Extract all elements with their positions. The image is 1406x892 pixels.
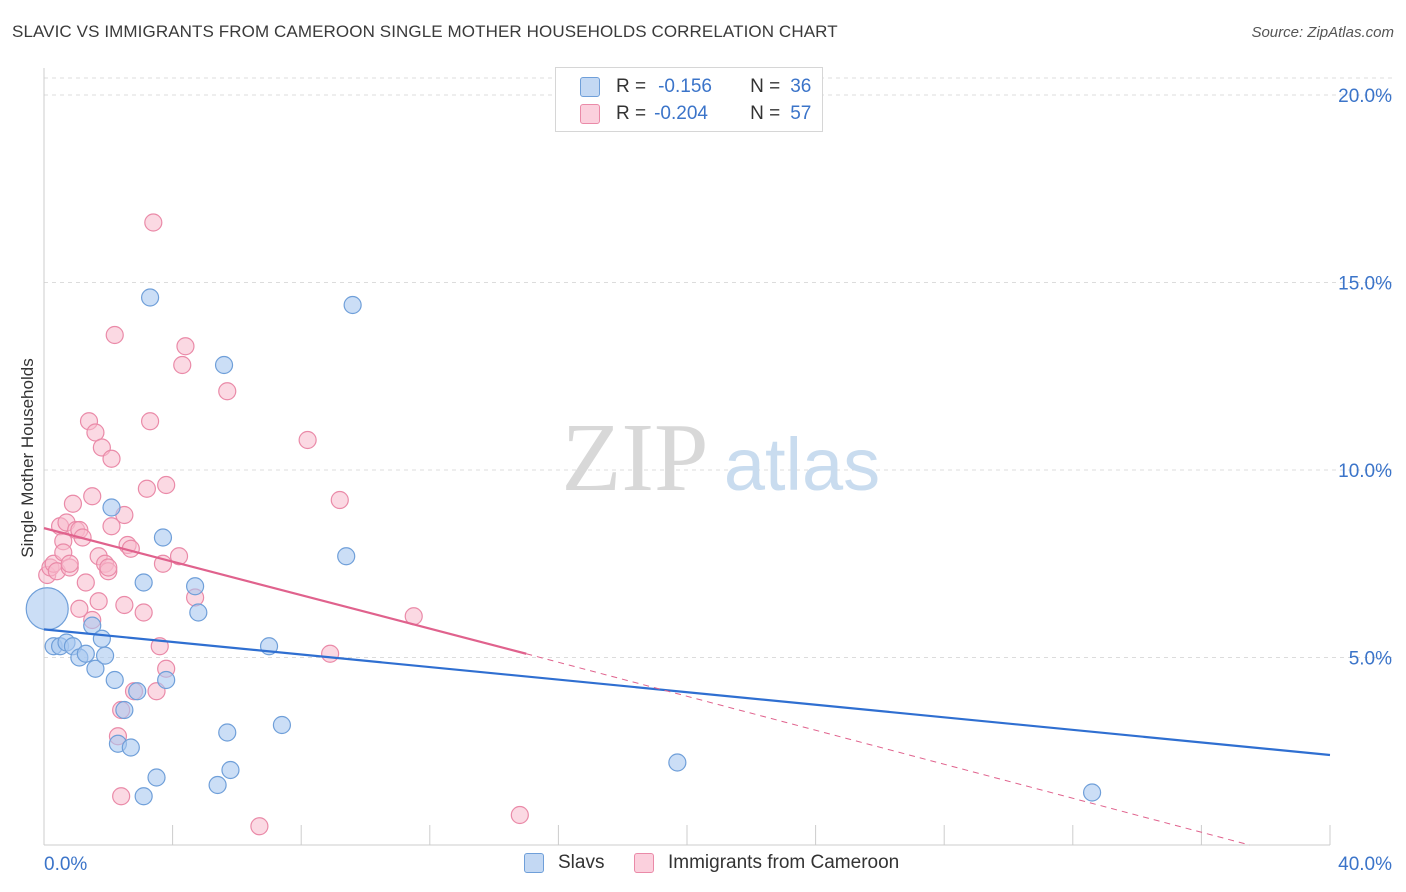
slavs-point [668, 753, 687, 772]
slavs-point [115, 700, 134, 720]
tick-labels: 5.0% 10.0% 15.0% 20.0% 0.0% 40.0% [44, 86, 1392, 875]
slavs-point [189, 603, 208, 622]
cameroon-point [76, 573, 95, 592]
slavs-legend-swatch [524, 853, 544, 873]
cameroon-point [102, 449, 121, 468]
legend-n-label: N = [750, 76, 781, 97]
cameroon-point [157, 475, 176, 495]
slavs-point [92, 629, 111, 648]
slavs-point [218, 723, 237, 742]
slavs-point [343, 295, 362, 315]
legend-item-cameroon: Immigrants from Cameroon [634, 852, 899, 874]
cameroon-point [86, 423, 105, 442]
slavs-point [214, 355, 234, 375]
cameroon-legend-swatch [634, 853, 654, 873]
slavs-point [86, 659, 105, 678]
legend-r-value: -0.204 [654, 103, 708, 124]
legend-n-label: N = [750, 103, 781, 124]
slavs-point [157, 670, 176, 690]
cameroon-point [144, 213, 163, 232]
series-legend: Slavs Immigrants from Cameroon [0, 852, 1406, 878]
cameroon-point [330, 490, 349, 510]
cameroon-trend-extension [526, 653, 1250, 846]
legend-row-cameroon: R = -0.204 N = 57 [556, 101, 811, 127]
slavs-point [153, 528, 173, 547]
cameroon-point [70, 599, 89, 618]
cameroon-point [63, 494, 83, 513]
slavs-point [76, 644, 95, 663]
cameroon-point [137, 479, 156, 498]
grid-lines [44, 77, 1392, 658]
slavs-point [25, 587, 69, 631]
legend-item-slavs: Slavs [524, 852, 604, 874]
slavs-point [121, 738, 140, 757]
slavs-point [186, 577, 205, 596]
y-tick-label: 20.0% [1338, 86, 1392, 107]
slavs-trend-line [43, 628, 1331, 757]
cameroon-point [134, 603, 153, 622]
cameroon-legend-label: Immigrants from Cameroon [668, 852, 900, 873]
cameroon-point [112, 787, 131, 806]
axes [43, 68, 1331, 846]
cameroon-point [250, 817, 269, 836]
slavs-point [134, 573, 153, 592]
chart-title: SLAVIC VS IMMIGRANTS FROM CAMEROON SINGL… [12, 22, 838, 41]
cameroon-point [173, 355, 192, 375]
y-axis-label: Single Mother Households [18, 358, 37, 558]
slavs-point [95, 646, 115, 665]
series-cameroon-points [38, 213, 529, 836]
slavs-point [134, 787, 153, 806]
cameroon-point [510, 805, 529, 825]
slavs-point [128, 682, 147, 701]
correlation-legend: R = -0.156 N = 36 R = -0.204 N = 57 [555, 67, 823, 132]
cameroon-point [140, 412, 160, 431]
cameroon-swatch [580, 104, 600, 124]
y-tick-label: 15.0% [1338, 274, 1392, 295]
watermark-zip: ZIP [562, 404, 709, 512]
cameroon-point [105, 325, 124, 345]
slavs-point [208, 775, 227, 795]
legend-r-label: R = [616, 103, 647, 124]
slavs-point [272, 715, 292, 735]
cameroon-point [102, 517, 121, 536]
slavs-swatch [580, 77, 600, 97]
x-tick-label: 0.0% [44, 854, 87, 875]
y-tick-label: 5.0% [1349, 649, 1392, 670]
cameroon-trend-line [43, 527, 527, 655]
slavs-point [140, 288, 160, 307]
slavs-point [105, 670, 124, 690]
cameroon-point [298, 430, 317, 450]
slavs-legend-label: Slavs [558, 852, 605, 873]
y-tick-label: 10.0% [1338, 461, 1392, 482]
trend-lines [43, 527, 1331, 846]
legend-r-label: R = [616, 76, 647, 97]
cameroon-point [321, 644, 340, 663]
cameroon-point [60, 554, 79, 573]
series-slavs-points [25, 288, 1102, 806]
cameroon-point [89, 592, 108, 611]
cameroon-point [218, 382, 237, 401]
legend-n-value: 36 [790, 76, 812, 97]
slavs-point [147, 768, 166, 787]
slavs-point [1082, 783, 1102, 802]
cameroon-point [169, 547, 189, 566]
cameroon-point [99, 558, 118, 577]
x-tick-label: 40.0% [1338, 854, 1392, 875]
watermark-atlas: atlas [724, 423, 880, 506]
slavs-point [221, 760, 240, 780]
legend-n-value: 57 [790, 103, 812, 124]
source-note: Source: ZipAtlas.com [1251, 24, 1394, 41]
watermark: ZIP atlas [562, 404, 881, 512]
legend-r-value: -0.156 [658, 76, 712, 97]
slavs-point [102, 498, 121, 517]
legend-row-slavs: R = -0.156 N = 36 [556, 74, 811, 100]
cameroon-point [83, 487, 102, 506]
cameroon-point [115, 595, 134, 615]
slavs-point [337, 547, 356, 566]
cameroon-point [176, 337, 195, 356]
